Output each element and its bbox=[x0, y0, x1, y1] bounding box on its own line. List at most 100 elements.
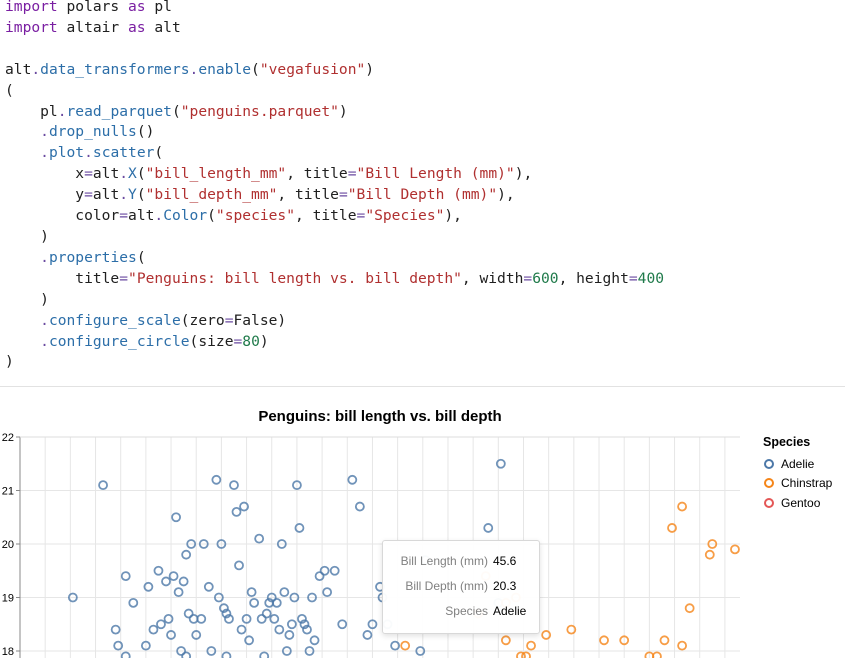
code-line: .properties( bbox=[40, 248, 146, 266]
data-point-adelie bbox=[319, 565, 330, 576]
data-point-adelie bbox=[216, 539, 227, 549]
data-point-adelie bbox=[231, 507, 242, 517]
data-point-adelie bbox=[266, 592, 277, 603]
tooltip-value: 45.6 bbox=[493, 554, 517, 568]
data-point-adelie bbox=[148, 624, 159, 635]
data-point-adelie bbox=[307, 592, 317, 603]
data-point-adelie bbox=[289, 592, 300, 603]
data-point-adelie bbox=[314, 571, 325, 582]
data-point-adelie bbox=[203, 581, 214, 592]
data-point-chinstrap bbox=[526, 640, 536, 651]
data-point-adelie bbox=[284, 630, 295, 640]
legend-title: Species bbox=[763, 435, 811, 449]
data-point-adelie bbox=[213, 592, 224, 603]
legend-swatch-gentoo bbox=[764, 497, 774, 508]
data-point-adelie bbox=[178, 576, 189, 587]
legend: Species Adelie Chinstrap Gentoo bbox=[763, 435, 832, 513]
data-point-adelie bbox=[241, 613, 252, 624]
code-cell[interactable]: import polars as pl import altair as alt… bbox=[0, 0, 845, 386]
data-point-adelie bbox=[244, 635, 254, 646]
data-point-adelie bbox=[168, 571, 179, 582]
data-point-adelie bbox=[276, 539, 287, 549]
data-point-chinstrap bbox=[730, 544, 740, 555]
code-editor[interactable]: import polars as pl import altair as alt… bbox=[5, 0, 664, 373]
code-line: .configure_circle(size=80) bbox=[40, 332, 269, 350]
legend-label: Adelie bbox=[781, 456, 815, 471]
data-point-adelie bbox=[153, 565, 164, 576]
data-point-adelie bbox=[140, 640, 151, 651]
code-line: ) bbox=[5, 227, 49, 245]
y-tick-label: 19 bbox=[2, 593, 14, 605]
legend-item-chinstrap[interactable]: Chinstrap bbox=[763, 474, 832, 494]
data-point-adelie bbox=[279, 587, 290, 598]
data-point-chinstrap bbox=[566, 624, 577, 635]
data-point-adelie bbox=[239, 501, 249, 512]
data-point-adelie bbox=[271, 597, 282, 608]
data-point-adelie bbox=[234, 560, 244, 571]
data-point-adelie bbox=[198, 539, 209, 549]
data-point-adelie bbox=[196, 613, 207, 624]
tooltip-value: Adelie bbox=[493, 604, 527, 618]
data-point-chinstrap bbox=[677, 501, 687, 512]
data-point-adelie bbox=[128, 597, 139, 608]
data-point-adelie bbox=[322, 587, 333, 598]
data-point-adelie bbox=[354, 501, 365, 512]
code-line: ) bbox=[5, 290, 49, 308]
data-point-chinstrap bbox=[707, 539, 718, 549]
data-point-adelie bbox=[309, 635, 320, 646]
scatter-plot[interactable]: 22 21 20 19 18 bbox=[0, 387, 845, 658]
data-point-adelie bbox=[294, 523, 305, 533]
data-point-chinstrap bbox=[619, 635, 630, 646]
y-tick-label: 22 bbox=[2, 432, 14, 444]
tooltip-key: Species bbox=[445, 604, 488, 618]
data-point-adelie bbox=[367, 619, 378, 630]
data-point-adelie bbox=[161, 576, 171, 587]
legend-item-gentoo[interactable]: Gentoo bbox=[763, 493, 832, 513]
y-tick-label: 21 bbox=[2, 486, 14, 498]
code-line: .plot.scatter( bbox=[40, 144, 164, 162]
data-point-adelie bbox=[163, 613, 174, 624]
data-point-chinstrap bbox=[684, 603, 695, 614]
data-point-adelie bbox=[186, 539, 197, 549]
legend-label: Gentoo bbox=[781, 495, 821, 510]
data-point-chinstrap bbox=[521, 651, 531, 658]
tooltip: Bill Length (mm) 45.6 Bill Depth (mm) 20… bbox=[382, 540, 540, 634]
legend-label: Chinstrap bbox=[781, 476, 833, 491]
code-line: .drop_nulls() bbox=[40, 123, 155, 141]
code-line: alt.data_transformers.enable("vegafusion… bbox=[5, 60, 375, 78]
data-point-adelie bbox=[67, 592, 78, 603]
data-point-adelie bbox=[221, 651, 232, 658]
data-point-adelie bbox=[281, 646, 292, 656]
code-line: pl.read_parquet("penguins.parquet") bbox=[5, 102, 348, 120]
tooltip-key: Bill Length (mm) bbox=[400, 554, 488, 568]
code-line: import altair as alt bbox=[5, 18, 181, 36]
data-point-adelie bbox=[181, 549, 192, 560]
data-point-adelie bbox=[329, 565, 340, 576]
data-point-adelie bbox=[269, 613, 280, 624]
data-point-adelie bbox=[302, 624, 312, 635]
legend-swatch-adelie bbox=[764, 458, 774, 469]
y-tick-label: 18 bbox=[2, 646, 14, 658]
data-point-adelie bbox=[176, 646, 187, 656]
data-point-adelie bbox=[221, 608, 232, 619]
data-point-chinstrap bbox=[659, 635, 670, 646]
data-point-adelie bbox=[219, 603, 229, 614]
chart-title: Penguins: bill length vs. bill depth bbox=[258, 408, 502, 425]
legend-swatch-chinstrap bbox=[764, 478, 774, 489]
code-line: ( bbox=[5, 81, 14, 99]
data-point-adelie bbox=[181, 651, 192, 658]
data-point-chinstrap bbox=[599, 635, 609, 646]
data-point-adelie bbox=[304, 646, 315, 656]
data-point-chinstrap bbox=[516, 651, 526, 658]
legend-item-adelie[interactable]: Adelie bbox=[763, 454, 832, 474]
data-point-adelie bbox=[120, 571, 131, 582]
data-point-adelie bbox=[483, 523, 494, 533]
code-line: y=alt.Y("bill_depth_mm", title="Bill Dep… bbox=[5, 186, 515, 204]
data-point-chinstrap bbox=[652, 651, 662, 658]
data-point-adelie bbox=[224, 613, 234, 624]
data-point-chinstrap bbox=[400, 640, 411, 651]
data-point-adelie bbox=[292, 480, 302, 491]
data-point-adelie bbox=[415, 646, 426, 656]
tooltip-row-bill-length: Bill Length (mm) 45.6 bbox=[383, 554, 539, 570]
y-tick-label: 20 bbox=[2, 539, 14, 551]
